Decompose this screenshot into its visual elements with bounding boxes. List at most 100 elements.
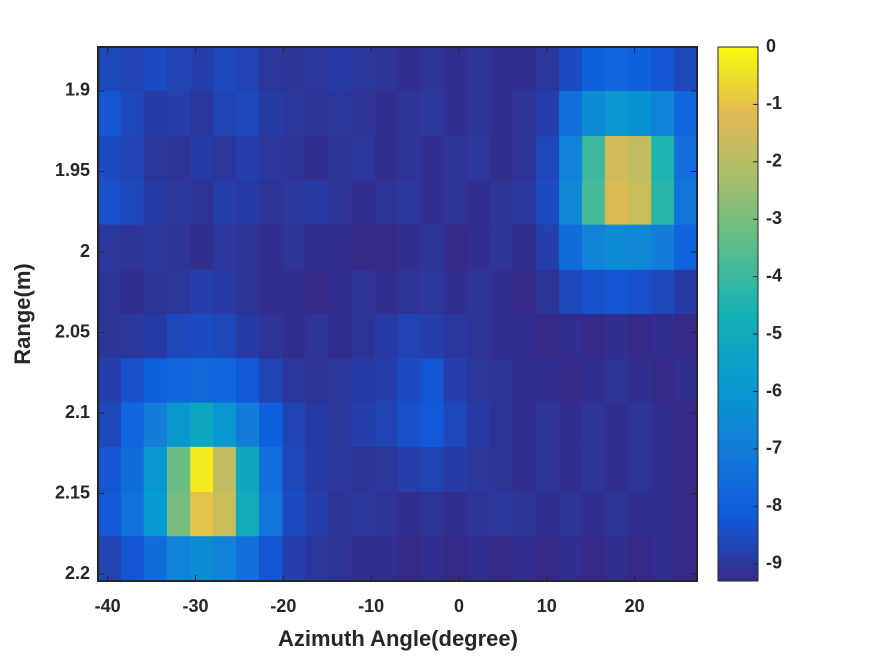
heatmap-cell xyxy=(351,47,376,92)
heatmap-cell xyxy=(489,536,514,582)
heatmap-cell xyxy=(443,491,468,537)
heatmap-cell xyxy=(213,90,237,137)
heatmap-cell xyxy=(559,269,583,315)
heatmap-cell xyxy=(351,536,376,582)
heatmap-cell xyxy=(651,269,675,315)
heatmap-cell xyxy=(143,136,168,181)
heatmap-cell xyxy=(443,358,468,404)
heatmap-cell xyxy=(535,402,560,448)
heatmap-cell xyxy=(535,536,560,582)
heatmap-cell xyxy=(489,491,514,537)
heatmap-cell xyxy=(420,180,445,226)
colorbar-tick-label: -4 xyxy=(766,265,782,285)
heatmap-cell xyxy=(581,536,606,582)
heatmap-cell xyxy=(328,224,352,271)
heatmap-cell xyxy=(674,269,698,315)
heatmap-cell xyxy=(466,136,491,181)
heatmap-cell xyxy=(235,314,260,359)
heatmap-cell xyxy=(397,90,421,137)
colorbar-tick-label: -1 xyxy=(766,93,782,113)
heatmap-cell xyxy=(559,180,583,226)
heatmap-cell xyxy=(420,269,445,315)
heatmap-cell xyxy=(397,536,421,582)
heatmap-cell xyxy=(282,47,306,92)
heatmap-cell xyxy=(190,402,214,448)
heatmap-cell xyxy=(190,269,214,315)
heatmap-cell xyxy=(559,224,583,271)
heatmap-cell xyxy=(674,402,698,448)
heatmap-cell xyxy=(98,269,122,315)
y-tick-label: 2.15 xyxy=(55,482,90,502)
heatmap-cell xyxy=(466,536,491,582)
heatmap-cell xyxy=(466,358,491,404)
heatmap-cell xyxy=(190,491,214,537)
heatmap-cell xyxy=(397,491,421,537)
heatmap-cell xyxy=(374,136,398,181)
heatmap-cell xyxy=(259,180,283,226)
heatmap-cell xyxy=(305,358,329,404)
colorbar-tick-label: -3 xyxy=(766,208,782,228)
heatmap-cell xyxy=(259,90,283,137)
heatmap-cell xyxy=(651,491,675,537)
heatmap-cell xyxy=(374,491,398,537)
colorbar-tick-label: -6 xyxy=(766,380,782,400)
heatmap-cell xyxy=(235,491,260,537)
heatmap-cell xyxy=(328,536,352,582)
heatmap-cell xyxy=(374,224,398,271)
heatmap-cell xyxy=(120,491,145,537)
heatmap-cell xyxy=(559,536,583,582)
heatmap-cell xyxy=(420,314,445,359)
heatmap-cell xyxy=(559,314,583,359)
heatmap-cell xyxy=(143,47,168,92)
heatmap-cell xyxy=(351,358,376,404)
heatmap-cell xyxy=(489,269,514,315)
heatmap-cell xyxy=(397,47,421,92)
heatmap-cell xyxy=(651,90,675,137)
heatmap-cell xyxy=(166,136,191,181)
heatmap-cell xyxy=(628,491,652,537)
heatmap-cell xyxy=(443,269,468,315)
heatmap-cell xyxy=(213,491,237,537)
heatmap-cell xyxy=(166,90,191,137)
heatmap-cell xyxy=(259,446,283,493)
heatmap-cell xyxy=(235,358,260,404)
colorbar-tick-label: -8 xyxy=(766,495,782,515)
heatmap-cell xyxy=(213,314,237,359)
heatmap-cell xyxy=(166,314,191,359)
heatmap-cell xyxy=(512,47,537,92)
heatmap-cell xyxy=(98,402,122,448)
heatmap-cell xyxy=(443,180,468,226)
heatmap-cell xyxy=(674,136,698,181)
heatmap-cell xyxy=(98,314,122,359)
heatmap-cell xyxy=(98,90,122,137)
heatmap-cell xyxy=(443,314,468,359)
heatmap-cell xyxy=(674,358,698,404)
heatmap-cell xyxy=(374,358,398,404)
heatmap-cell xyxy=(535,314,560,359)
heatmap-cell xyxy=(328,269,352,315)
heatmap-cell xyxy=(374,47,398,92)
heatmap-cell xyxy=(282,358,306,404)
heatmap-cell xyxy=(351,491,376,537)
heatmap-cell xyxy=(443,224,468,271)
heatmap-cell xyxy=(535,269,560,315)
heatmap-cell xyxy=(351,90,376,137)
y-tick-label: 2.1 xyxy=(65,402,90,422)
heatmap-cell xyxy=(305,224,329,271)
heatmap-cell xyxy=(512,224,537,271)
heatmap-cell xyxy=(489,314,514,359)
heatmap-cell xyxy=(282,402,306,448)
heatmap-cell xyxy=(190,180,214,226)
heatmap-cell xyxy=(374,446,398,493)
y-tick-label: 2.05 xyxy=(55,321,90,341)
heatmap-cell xyxy=(328,402,352,448)
heatmap-cell xyxy=(213,402,237,448)
heatmap-cell xyxy=(397,358,421,404)
heatmap-cell xyxy=(628,224,652,271)
y-axis-label: Range(m) xyxy=(10,263,35,364)
x-tick-label: -30 xyxy=(182,596,208,616)
heatmap-cell xyxy=(512,446,537,493)
heatmap-cell xyxy=(628,47,652,92)
x-tick-label: -40 xyxy=(95,596,121,616)
